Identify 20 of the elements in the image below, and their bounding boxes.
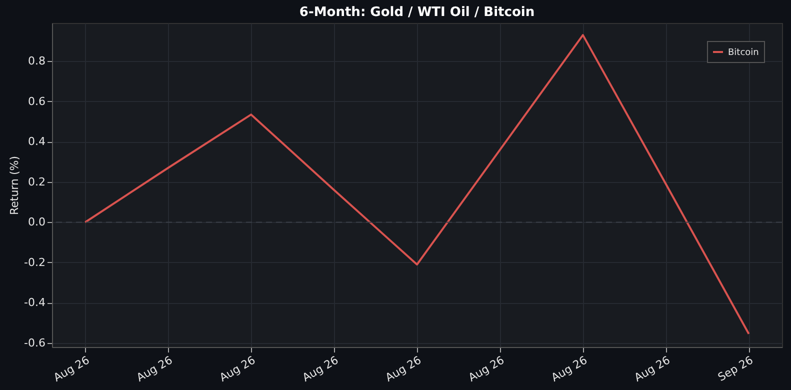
x-tick-label: Aug 26 [632, 354, 672, 384]
y-tick-label: -0.4 [24, 296, 46, 310]
y-tick-label: -0.2 [24, 256, 46, 269]
x-tick-label: Sep 26 [716, 354, 756, 384]
x-tick-label: Aug 26 [300, 354, 341, 384]
x-tick-label: Aug 26 [549, 354, 590, 384]
legend-label: Bitcoin [728, 48, 759, 58]
y-tick-label: -0.6 [24, 336, 46, 350]
chart-title: 6-Month: Gold / WTI Oil / Bitcoin [299, 5, 535, 20]
x-tick-label: Aug 26 [217, 354, 258, 384]
y-axis-title: Return (%) [8, 156, 22, 216]
y-tick-label: 0.4 [28, 135, 46, 148]
y-tick-label: 0.2 [28, 175, 46, 188]
y-tick-label: 0.8 [28, 54, 46, 68]
x-tick-label: Aug 26 [51, 354, 92, 384]
x-tick-label: Aug 26 [134, 354, 175, 384]
y-tick-label: 0.6 [28, 94, 46, 108]
x-tick-label: Aug 26 [466, 354, 506, 384]
x-tick-label: Aug 26 [383, 354, 424, 384]
y-tick-label: 0.0 [28, 216, 46, 229]
